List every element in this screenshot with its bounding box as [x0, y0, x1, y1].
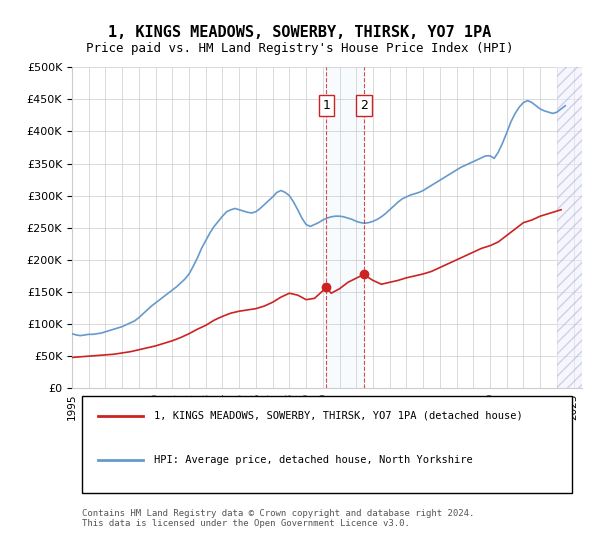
Text: 1: 1 — [323, 99, 331, 112]
Text: 1, KINGS MEADOWS, SOWERBY, THIRSK, YO7 1PA (detached house): 1, KINGS MEADOWS, SOWERBY, THIRSK, YO7 1… — [154, 411, 523, 421]
Bar — [557, 67, 582, 388]
Text: 1, KINGS MEADOWS, SOWERBY, THIRSK, YO7 1PA: 1, KINGS MEADOWS, SOWERBY, THIRSK, YO7 1… — [109, 25, 491, 40]
Text: Price paid vs. HM Land Registry's House Price Index (HPI): Price paid vs. HM Land Registry's House … — [86, 42, 514, 55]
Text: 2: 2 — [360, 99, 368, 112]
Bar — [326, 67, 364, 388]
Text: Contains HM Land Registry data © Crown copyright and database right 2024.
This d: Contains HM Land Registry data © Crown c… — [82, 508, 475, 528]
Text: HPI: Average price, detached house, North Yorkshire: HPI: Average price, detached house, Nort… — [154, 455, 472, 465]
Bar — [557, 67, 582, 388]
FancyBboxPatch shape — [82, 396, 572, 493]
